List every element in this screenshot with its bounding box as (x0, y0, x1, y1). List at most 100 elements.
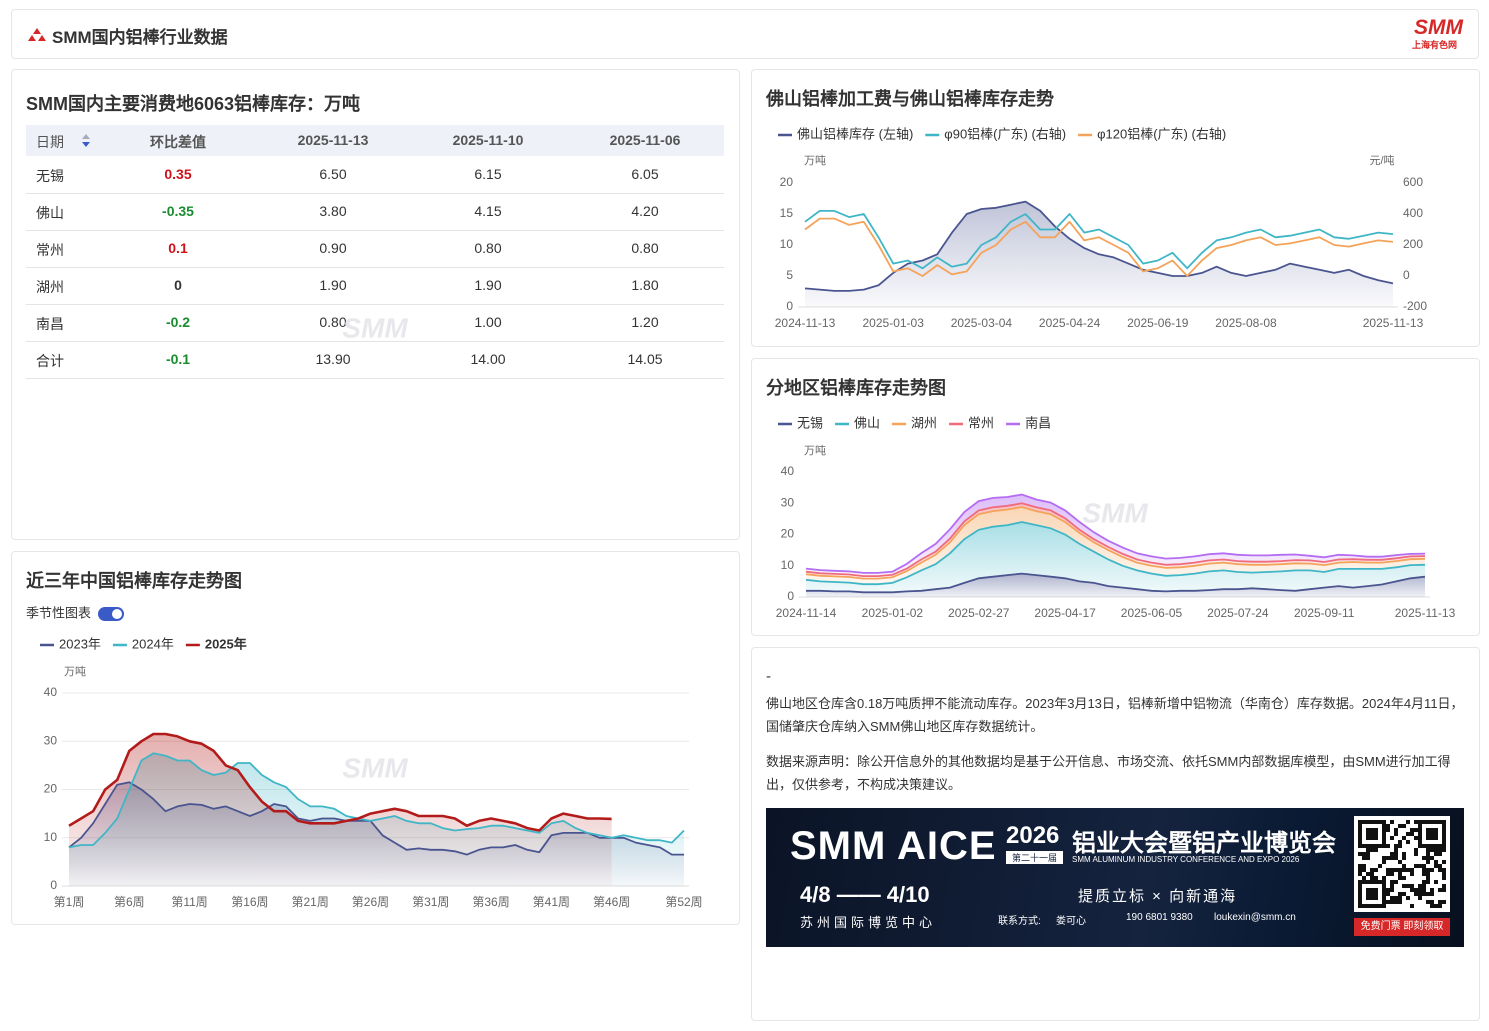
qr-cell (1426, 852, 1430, 856)
qr-cell (1442, 884, 1446, 888)
qr-cell (1382, 856, 1386, 860)
qr-cell (1410, 832, 1414, 836)
qr-cell (1442, 860, 1446, 864)
stock-value: 0.80 (474, 240, 502, 256)
qr-cell (1390, 880, 1394, 884)
banner-subtitle: SMM ALUMINUM INDUSTRY CONFERENCE AND EXP… (1072, 855, 1300, 864)
toggle-switch[interactable] (98, 607, 124, 621)
stock-value: 1.90 (319, 277, 347, 293)
qr-cell (1394, 852, 1398, 856)
qr-cell (1418, 864, 1422, 868)
qr-cell (1394, 896, 1398, 900)
qr-cell (1414, 888, 1418, 892)
column-header: 2025-11-13 (297, 132, 369, 148)
stock-value: 13.90 (315, 351, 351, 367)
qr-cell (1402, 868, 1406, 872)
table-row: 湖州 0 1.90 1.90 1.80 (26, 267, 724, 305)
banner-edition: 第二十一届 (1006, 851, 1064, 864)
qr-cell (1398, 844, 1402, 848)
qr-cell (1390, 884, 1394, 888)
banner-contact-name: 娄可心 (1056, 916, 1086, 927)
qr-cell (1402, 884, 1406, 888)
table-title: SMM国内主要消费地6063铝棒库存：万吨 (26, 94, 361, 114)
qr-cell (1422, 888, 1426, 892)
qr-cell (1414, 852, 1418, 856)
qr-cell (1402, 876, 1406, 880)
qr-cell (1370, 848, 1374, 852)
qr-cell (1390, 852, 1394, 856)
qr-cell (1418, 888, 1422, 892)
banner-title: 铝业大会暨铝产业博览会 (1072, 830, 1336, 857)
banner-cta[interactable]: 免费门票 即刻领取 (1354, 918, 1450, 936)
qr-cell (1414, 820, 1418, 824)
qr-cell (1374, 876, 1378, 880)
qr-cell (1394, 856, 1398, 860)
banner[interactable]: SMM AICE 2026 第二十一届 铝业大会暨铝产业博览会 SMM ALUM… (766, 808, 1464, 947)
qr-cell (1362, 876, 1366, 880)
qr-cell (1426, 876, 1430, 880)
qr-cell (1366, 852, 1370, 856)
column-header: 日期 (36, 134, 64, 150)
regional-panel (751, 358, 1480, 636)
qr-cell (1442, 848, 1446, 852)
qr-cell (1386, 872, 1390, 876)
qr-cell (1398, 892, 1402, 896)
qr-cell (1410, 868, 1414, 872)
qr-cell (1374, 868, 1378, 872)
qr-cell (1406, 840, 1410, 844)
qr-cell (1398, 876, 1402, 880)
seasonal-panel (11, 551, 740, 925)
qr-cell (1422, 884, 1426, 888)
qr-cell (1402, 856, 1406, 860)
qr-cell (1402, 836, 1406, 840)
qr-cell (1386, 900, 1390, 904)
banner-dates: 4/8 —— 4/10 (800, 882, 930, 907)
qr-cell (1434, 852, 1438, 856)
qr-cell (1426, 892, 1430, 896)
column-header: 环比差值 (150, 134, 206, 150)
qr-cell (1414, 848, 1418, 852)
qr-cell (1414, 836, 1418, 840)
qr-cell (1394, 868, 1398, 872)
qr-cell (1386, 856, 1390, 860)
qr-cell (1442, 872, 1446, 876)
qr-cell (1366, 872, 1370, 876)
sort-icon[interactable] (81, 134, 91, 148)
qr-cell (1430, 904, 1434, 908)
qr-cell (1410, 904, 1414, 908)
qr-cell (1406, 884, 1410, 888)
qr-cell (1434, 904, 1438, 908)
qr-cell (1382, 876, 1386, 880)
header-panel: SMM国内铝棒行业数据 SMM 上海有色网 (11, 9, 1479, 59)
qr-cell (1414, 864, 1418, 868)
qr-cell (1430, 868, 1434, 872)
qr-cell (1394, 880, 1398, 884)
stock-value: 1.90 (474, 277, 502, 293)
stock-value: 1.80 (631, 277, 659, 293)
qr-cell (1422, 880, 1426, 884)
qr-cell (1418, 884, 1422, 888)
change-value: 0.1 (168, 240, 188, 256)
logo-sub: 上海有色网 (1412, 40, 1458, 50)
table-header: 日期 环比差值 2025-11-13 2025-11-10 2025-11-06 (26, 125, 724, 156)
note-paragraph: 数据来源声明：除公开信息外的其他数据均是基于公开信息、市场交流、依托SMM内部数… (766, 754, 1451, 792)
qr-cell (1398, 860, 1402, 864)
qr-cell (1414, 828, 1418, 832)
banner-slogan: 提质立标 × 向新通海 (1078, 888, 1238, 905)
qr-cell (1362, 852, 1366, 856)
change-value: -0.1 (165, 351, 191, 367)
notes-panel: - 佛山地区仓库含0.18万吨质押不能流动库存。2023年3月13日，铝棒新增中… (751, 647, 1480, 1021)
stock-value: 0.80 (319, 314, 347, 330)
banner-phone: 190 6801 9380 (1126, 912, 1193, 923)
region-name: 南昌 (36, 316, 64, 332)
qr-cell (1406, 896, 1410, 900)
qr-cell (1430, 848, 1434, 852)
foshan-panel (751, 69, 1480, 347)
qr-cell (1402, 852, 1406, 856)
logo: SMM (1414, 16, 1463, 39)
header-icon (28, 28, 46, 41)
stock-value: 1.00 (474, 314, 502, 330)
qr-cell (1394, 900, 1398, 904)
qr-cell (1402, 864, 1406, 868)
region-name: 常州 (36, 242, 64, 258)
